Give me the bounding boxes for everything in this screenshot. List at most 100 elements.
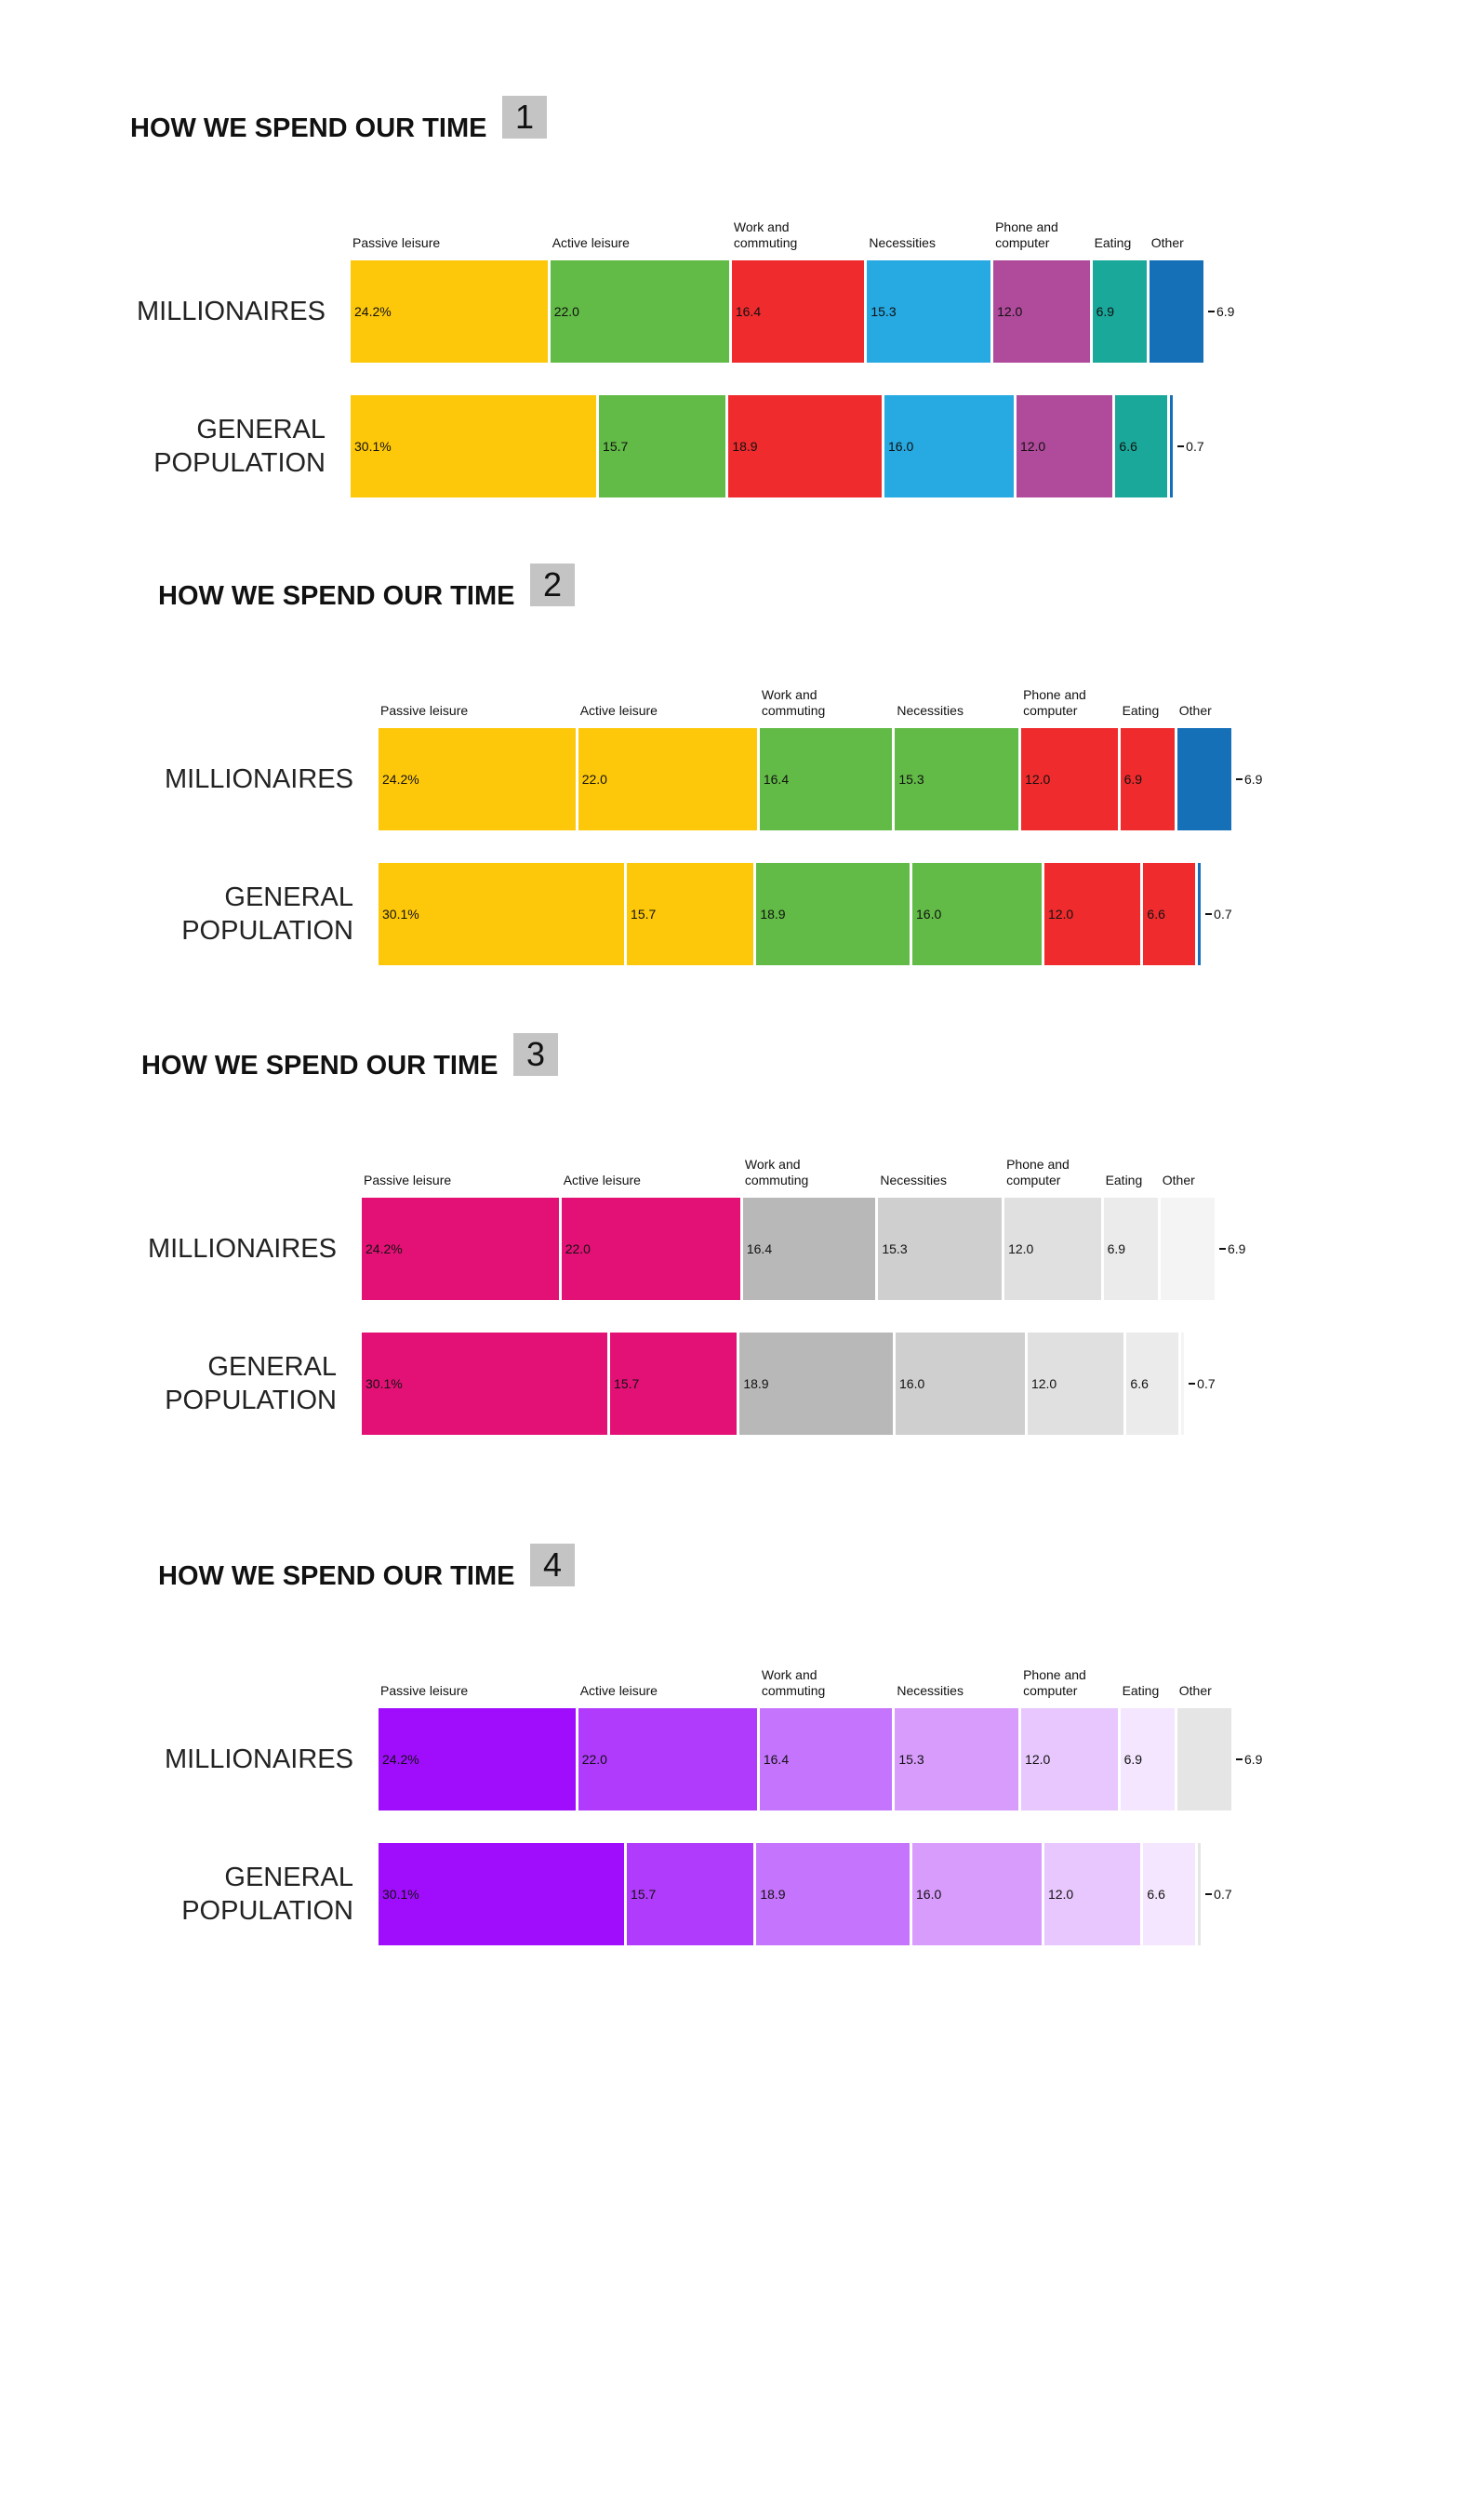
bar-segment — [1004, 1198, 1104, 1300]
value-label: 0.7 — [1186, 439, 1204, 454]
series-header: Eating — [1094, 235, 1132, 250]
value-label: 16.0 — [916, 1887, 942, 1902]
bar-segment — [627, 863, 757, 965]
value-label: 22.0 — [565, 1241, 591, 1256]
value-label: 6.9 — [1096, 304, 1115, 319]
row-label: MILLIONAIRES — [136, 297, 326, 326]
bar-segment — [1103, 1198, 1161, 1300]
value-label: 16.4 — [735, 304, 762, 319]
chart-title: HOW WE SPEND OUR TIME — [158, 581, 515, 611]
value-label: 15.3 — [871, 304, 897, 319]
bar-segment — [351, 395, 600, 497]
value-label: 6.9 — [1228, 1241, 1246, 1256]
value-label: 15.7 — [614, 1376, 640, 1391]
value-label: 6.9 — [1244, 772, 1263, 787]
series-header: Active leisure — [552, 235, 630, 250]
value-label: 22.0 — [581, 1752, 607, 1767]
series-header: Necessities — [880, 1173, 947, 1187]
chart-title: HOW WE SPEND OUR TIME — [130, 113, 487, 143]
bar-segment — [610, 1333, 740, 1435]
bar-segment — [578, 1708, 760, 1810]
value-label: 15.3 — [882, 1241, 908, 1256]
value-label: 12.0 — [1025, 772, 1051, 787]
bar-segment — [739, 1333, 896, 1435]
value-label: 12.0 — [1008, 1241, 1034, 1256]
bar-segment — [1021, 728, 1121, 830]
chart-badge: 2 — [530, 564, 575, 606]
bar-segment — [1197, 1843, 1204, 1945]
value-label: 15.7 — [631, 1887, 657, 1902]
series-header: Other — [1178, 703, 1212, 718]
value-label: 30.1% — [366, 1376, 403, 1391]
series-header: Eating — [1122, 703, 1160, 718]
bar-segment — [759, 728, 896, 830]
value-label: 15.3 — [898, 772, 924, 787]
value-label: 16.0 — [888, 439, 914, 454]
bar-segment — [1143, 1843, 1198, 1945]
value-label: 6.6 — [1147, 907, 1165, 922]
value-label: 6.6 — [1119, 439, 1137, 454]
value-label: 12.0 — [1030, 1376, 1057, 1391]
value-label: 6.9 — [1123, 772, 1143, 787]
row-label: GENERAL POPULATION — [153, 415, 326, 478]
value-label: 18.9 — [732, 439, 758, 454]
series-header: Necessities — [897, 1683, 964, 1698]
bar-segment — [362, 1198, 562, 1300]
value-label: 6.6 — [1130, 1376, 1149, 1391]
bar-segment — [561, 1198, 743, 1300]
row-label: GENERAL POPULATION — [181, 882, 353, 946]
value-label: 12.0 — [1047, 1887, 1074, 1902]
chart-badge: 1 — [502, 96, 547, 139]
value-label: 12.0 — [1019, 439, 1046, 454]
bar-segment — [1043, 1843, 1144, 1945]
series-header: Necessities — [897, 703, 964, 718]
series-header: Eating — [1105, 1173, 1143, 1187]
series-header: Passive leisure — [352, 235, 441, 250]
value-label: 6.6 — [1147, 1887, 1165, 1902]
bar-segment — [731, 260, 868, 363]
value-label: 18.9 — [760, 907, 786, 922]
bar-segment — [379, 1708, 578, 1810]
bar-segment — [895, 1708, 1022, 1810]
row-label: GENERAL POPULATION — [165, 1352, 337, 1415]
bar-segment — [728, 395, 884, 497]
bar-segment — [1021, 1708, 1121, 1810]
value-label: 12.0 — [1025, 1752, 1051, 1767]
bar-segment — [756, 863, 912, 965]
label-leader — [1236, 1758, 1243, 1760]
series-header: Other — [1162, 1173, 1195, 1187]
bar-segment — [896, 1333, 1028, 1435]
bar-segment — [1176, 1708, 1234, 1810]
value-label: 24.2% — [354, 304, 392, 319]
label-leader — [1219, 1248, 1226, 1250]
value-label: 15.3 — [898, 1752, 924, 1767]
value-label: 16.4 — [746, 1241, 773, 1256]
series-header: Active leisure — [579, 703, 658, 718]
series-header: Passive leisure — [380, 1683, 469, 1698]
label-leader — [1236, 778, 1243, 780]
series-header: Phone and computer — [1023, 687, 1086, 718]
bar-segment — [1176, 728, 1234, 830]
bar-segment — [1169, 395, 1176, 497]
bar-segment — [379, 863, 628, 965]
bar-segment — [379, 1843, 628, 1945]
value-label: 22.0 — [581, 772, 607, 787]
bar-segment — [742, 1198, 879, 1300]
chart-badge: 3 — [513, 1033, 558, 1076]
value-label: 12.0 — [1047, 907, 1074, 922]
label-leader — [1189, 1383, 1196, 1385]
series-header: Other — [1150, 235, 1184, 250]
value-label: 0.7 — [1214, 907, 1232, 922]
series-header: Eating — [1122, 1683, 1160, 1698]
series-header: Active leisure — [579, 1683, 658, 1698]
value-label: 24.2% — [366, 1241, 403, 1256]
chart-title: HOW WE SPEND OUR TIME — [158, 1561, 515, 1591]
bar-segment — [1197, 863, 1204, 965]
value-label: 24.2% — [382, 1752, 419, 1767]
value-label: 6.9 — [1216, 304, 1235, 319]
row-label: MILLIONAIRES — [164, 764, 353, 794]
bar-segment — [627, 1843, 757, 1945]
bar-segment — [1027, 1333, 1127, 1435]
series-header: Phone and computer — [995, 219, 1058, 250]
value-label: 6.9 — [1244, 1752, 1263, 1767]
